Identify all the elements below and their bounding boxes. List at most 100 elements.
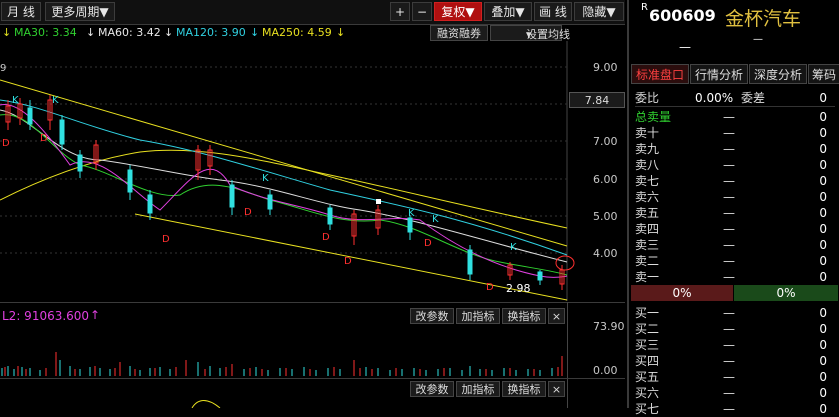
stock-code[interactable]: 600609 <box>649 6 716 25</box>
sell-total-volume: 0 <box>819 110 827 124</box>
sell-total-row: 总卖量 — 0 <box>635 109 835 125</box>
buy-level-volume: 0 <box>819 386 827 400</box>
volume-bars <box>55 352 563 376</box>
edit-params-button-2[interactable]: 改参数 <box>410 381 454 397</box>
ma250-down-icon: ↓ <box>336 26 346 39</box>
buy-level-volume: 0 <box>819 338 827 352</box>
margin-trading-button[interactable]: 融资融券 <box>430 25 488 41</box>
sell-level-price: — <box>723 238 735 252</box>
buy-level-row[interactable]: 买二 — 0 <box>635 321 835 337</box>
draw-line-button[interactable]: 画 线 <box>534 2 572 21</box>
buy-level-row[interactable]: 买六 — 0 <box>635 385 835 401</box>
change-placeholder: — <box>753 34 763 45</box>
grid-lines <box>0 66 567 254</box>
candlesticks[interactable] <box>5 95 565 290</box>
sell-level-volume: 0 <box>819 174 827 188</box>
highlight-circle <box>555 255 575 271</box>
close-icon[interactable]: × <box>548 308 565 324</box>
svg-text:K: K <box>510 242 517 253</box>
add-indicator-button[interactable]: 加指标 <box>456 308 500 324</box>
sell-level-volume: 0 <box>819 222 827 236</box>
sell-level-row[interactable]: 卖二 — 0 <box>635 253 835 269</box>
tab-chips[interactable]: 筹码分 <box>808 64 839 84</box>
sell-total-price: — <box>723 110 735 124</box>
switch-indicator-button-2[interactable]: 换指标 <box>502 381 546 397</box>
ma30-down-icon: ↓ <box>86 26 96 39</box>
chevron-down-icon: ▼ <box>515 5 525 19</box>
svg-text:K: K <box>52 95 59 106</box>
overlay-dropdown[interactable]: 叠加▼ <box>484 2 532 21</box>
ma-legend-marker: ↓ <box>2 26 12 39</box>
buy-level-row[interactable]: 买四 — 0 <box>635 353 835 369</box>
sell-level-price: — <box>723 190 735 204</box>
sell-level-price: — <box>723 222 735 236</box>
chevron-down-icon: ▾ <box>526 28 532 41</box>
price-placeholder: — <box>679 40 691 54</box>
ma120-down-icon: ↓ <box>250 26 260 39</box>
selection-marker[interactable] <box>376 199 381 204</box>
price-tick: 7.00 <box>593 135 618 148</box>
buy-level-volume: 0 <box>819 322 827 336</box>
more-period-label: 更多周期 <box>51 5 100 19</box>
sell-level-price: — <box>723 158 735 172</box>
buy-level-label: 买七 <box>635 402 660 416</box>
top-left-value: 9 <box>0 63 7 74</box>
ma-short-line <box>0 103 568 278</box>
ma120-line <box>0 99 568 256</box>
more-period-dropdown[interactable]: 更多周期▼ <box>45 2 115 21</box>
current-price-marker: 7.84 <box>569 92 625 108</box>
hide-dropdown[interactable]: 隐藏▼ <box>574 2 624 21</box>
period-button[interactable]: 月 线 <box>1 2 41 21</box>
sell-level-row[interactable]: 卖八 — 0 <box>635 157 835 173</box>
zoom-in-button[interactable]: + <box>390 2 410 21</box>
set-ma-dropdown[interactable]: 设置均线 ▾ <box>490 25 570 41</box>
price-tick: 4.00 <box>593 247 618 260</box>
volume-chart[interactable] <box>0 326 567 378</box>
ma250-line <box>0 149 568 229</box>
low-price-label: 2.98 <box>506 282 531 295</box>
lower-trend-line[interactable] <box>134 213 568 301</box>
sell-level-label: 卖一 <box>635 270 660 284</box>
sell-level-label: 卖七 <box>635 174 660 188</box>
sell-level-volume: 0 <box>819 126 827 140</box>
buy-level-row[interactable]: 买一 — 0 <box>635 305 835 321</box>
zoom-out-button[interactable]: − <box>412 2 432 21</box>
ma60-down-icon: ↓ <box>164 26 174 39</box>
buy-level-row[interactable]: 买三 — 0 <box>635 337 835 353</box>
ma30-label: MA30: 3.34 <box>14 26 77 39</box>
volume-tick: 0.00 <box>593 364 618 377</box>
sell-level-row[interactable]: 卖四 — 0 <box>635 221 835 237</box>
buy-level-label: 买五 <box>635 370 660 384</box>
close-icon[interactable]: × <box>548 381 565 397</box>
add-indicator-button-2[interactable]: 加指标 <box>456 381 500 397</box>
tab-market-analysis[interactable]: 行情分析 <box>690 64 748 84</box>
tab-standard-book[interactable]: 标准盘口 <box>631 64 689 84</box>
sell-level-label: 卖八 <box>635 158 660 172</box>
sell-level-row[interactable]: 卖六 — 0 <box>635 189 835 205</box>
sell-level-row[interactable]: 卖九 — 0 <box>635 141 835 157</box>
switch-indicator-button[interactable]: 换指标 <box>502 308 546 324</box>
buy-level-row[interactable]: 买七 — 0 <box>635 401 835 417</box>
price-chart[interactable]: K K K K K K D D D D D D D D <box>0 41 625 301</box>
buy-level-row[interactable]: 买五 — 0 <box>635 369 835 385</box>
buy-level-price: — <box>723 338 735 352</box>
sell-level-row[interactable]: 卖三 — 0 <box>635 237 835 253</box>
sell-level-row[interactable]: 卖七 — 0 <box>635 173 835 189</box>
sell-level-row[interactable]: 卖五 — 0 <box>635 205 835 221</box>
svg-text:D: D <box>162 234 170 245</box>
sell-level-row[interactable]: 卖一 — 0 <box>635 269 835 285</box>
adjust-label: 复权 <box>441 5 466 19</box>
svg-text:D: D <box>322 232 330 243</box>
sell-level-price: — <box>723 142 735 156</box>
indicator2-curve <box>191 400 221 408</box>
buy-level-volume: 0 <box>819 306 827 320</box>
price-tick: 6.00 <box>593 173 618 186</box>
upper-trend-line[interactable] <box>0 79 568 247</box>
weicha-value: 0 <box>819 91 827 105</box>
sell-level-volume: 0 <box>819 158 827 172</box>
adjust-price-dropdown[interactable]: 复权▼ <box>434 2 482 21</box>
sell-level-row[interactable]: 卖十 — 0 <box>635 125 835 141</box>
edit-params-button[interactable]: 改参数 <box>410 308 454 324</box>
svg-text:D: D <box>486 282 494 293</box>
tab-depth-analysis[interactable]: 深度分析 <box>749 64 807 84</box>
